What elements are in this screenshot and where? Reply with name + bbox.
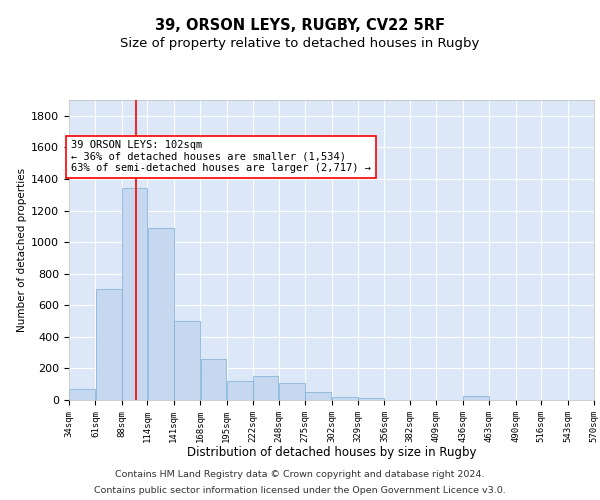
Bar — [305, 392, 331, 400]
Bar — [96, 290, 122, 400]
Bar — [200, 359, 226, 400]
Text: Contains public sector information licensed under the Open Government Licence v3: Contains public sector information licen… — [94, 486, 506, 495]
Bar — [174, 321, 200, 400]
Bar — [279, 382, 305, 400]
X-axis label: Distribution of detached houses by size in Rugby: Distribution of detached houses by size … — [187, 446, 476, 459]
Bar — [463, 396, 489, 400]
Bar — [253, 376, 278, 400]
Y-axis label: Number of detached properties: Number of detached properties — [17, 168, 27, 332]
Text: 39, ORSON LEYS, RUGBY, CV22 5RF: 39, ORSON LEYS, RUGBY, CV22 5RF — [155, 18, 445, 32]
Text: Contains HM Land Registry data © Crown copyright and database right 2024.: Contains HM Land Registry data © Crown c… — [115, 470, 485, 479]
Bar — [148, 228, 173, 400]
Text: 39 ORSON LEYS: 102sqm
← 36% of detached houses are smaller (1,534)
63% of semi-d: 39 ORSON LEYS: 102sqm ← 36% of detached … — [71, 140, 371, 173]
Bar — [69, 389, 95, 400]
Text: Size of property relative to detached houses in Rugby: Size of property relative to detached ho… — [121, 38, 479, 51]
Bar — [227, 381, 253, 400]
Bar — [332, 397, 358, 400]
Bar — [358, 398, 384, 400]
Bar — [122, 188, 147, 400]
